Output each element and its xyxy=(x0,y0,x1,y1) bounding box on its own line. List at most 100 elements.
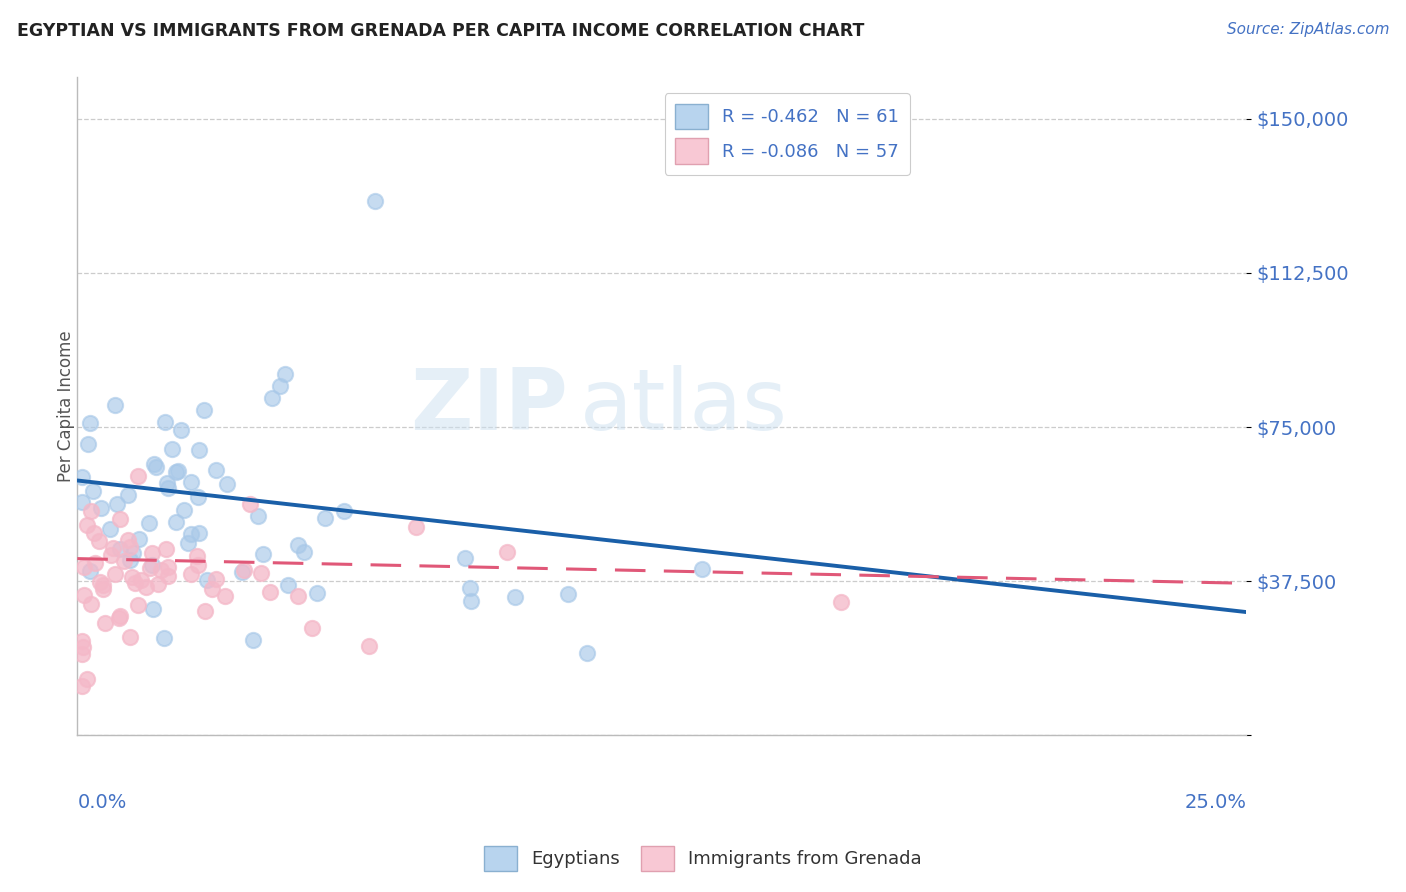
Point xyxy=(187,526,209,541)
Point xyxy=(76,518,98,533)
Point xyxy=(167,464,190,478)
Point xyxy=(101,541,124,555)
Point xyxy=(180,475,202,490)
Point xyxy=(91,582,114,596)
Point xyxy=(187,558,209,572)
Point xyxy=(77,437,100,451)
Point xyxy=(135,580,157,594)
Point xyxy=(405,520,427,534)
Text: Source: ZipAtlas.com: Source: ZipAtlas.com xyxy=(1226,22,1389,37)
Point xyxy=(186,549,208,563)
Point xyxy=(269,379,291,393)
Point xyxy=(262,391,284,405)
Point xyxy=(177,535,200,549)
Point xyxy=(79,416,101,430)
Point xyxy=(287,538,309,552)
Point xyxy=(214,589,236,603)
Point xyxy=(173,503,195,517)
Point xyxy=(193,403,215,417)
Point xyxy=(118,631,141,645)
Text: ZIP: ZIP xyxy=(411,365,568,448)
Point xyxy=(505,591,527,605)
Point xyxy=(72,640,94,654)
Point xyxy=(217,477,239,491)
Point xyxy=(187,490,209,504)
Point xyxy=(180,526,202,541)
Legend: Egyptians, Immigrants from Grenada: Egyptians, Immigrants from Grenada xyxy=(477,838,929,879)
Point xyxy=(128,532,150,546)
Text: 0.0%: 0.0% xyxy=(77,793,127,812)
Point xyxy=(305,586,328,600)
Point xyxy=(231,566,253,580)
Point xyxy=(157,481,180,495)
Point xyxy=(460,594,482,608)
Point xyxy=(458,581,481,595)
Point xyxy=(70,469,93,483)
Point xyxy=(169,423,191,437)
Point xyxy=(830,594,852,608)
Point xyxy=(301,621,323,635)
Point xyxy=(84,556,107,570)
Point xyxy=(242,633,264,648)
Point xyxy=(333,504,356,518)
Point xyxy=(70,494,93,508)
Point xyxy=(138,516,160,531)
Point xyxy=(165,515,187,529)
Point xyxy=(201,582,224,596)
Point xyxy=(122,546,145,560)
Point xyxy=(314,511,336,525)
Text: atlas: atlas xyxy=(581,365,787,448)
Point xyxy=(70,647,93,661)
Point xyxy=(70,633,93,648)
Point xyxy=(274,367,297,381)
Point xyxy=(105,497,128,511)
Point xyxy=(80,504,103,518)
Point xyxy=(142,457,165,471)
Point xyxy=(120,553,142,567)
Point xyxy=(160,442,183,456)
Point xyxy=(93,578,115,592)
Point xyxy=(129,573,152,587)
Point xyxy=(141,558,163,573)
Point xyxy=(148,576,170,591)
Point xyxy=(94,615,117,630)
Point xyxy=(90,500,112,515)
Point xyxy=(121,570,143,584)
Point xyxy=(108,512,131,526)
Point xyxy=(104,398,127,412)
Point xyxy=(205,573,228,587)
Point xyxy=(156,569,179,583)
Point xyxy=(187,443,209,458)
Point xyxy=(79,564,101,578)
Text: EGYPTIAN VS IMMIGRANTS FROM GRENADA PER CAPITA INCOME CORRELATION CHART: EGYPTIAN VS IMMIGRANTS FROM GRENADA PER … xyxy=(17,22,865,40)
Point xyxy=(249,566,271,581)
Point xyxy=(83,526,105,541)
Point xyxy=(127,469,149,483)
Point xyxy=(87,533,110,548)
Point xyxy=(197,573,219,587)
Point xyxy=(124,576,146,591)
Point xyxy=(495,545,517,559)
Point xyxy=(149,563,172,577)
Point xyxy=(252,547,274,561)
Point xyxy=(104,567,127,582)
Point xyxy=(108,611,131,625)
Point xyxy=(156,475,179,490)
Point xyxy=(127,598,149,612)
Point xyxy=(142,602,165,616)
Point xyxy=(153,631,176,645)
Point xyxy=(141,545,163,559)
Point xyxy=(98,522,121,536)
Point xyxy=(277,578,299,592)
Point xyxy=(70,679,93,693)
Point xyxy=(76,672,98,686)
Point xyxy=(82,484,104,499)
Text: 25.0%: 25.0% xyxy=(1184,793,1247,812)
Point xyxy=(139,561,162,575)
Point xyxy=(180,567,202,582)
Point xyxy=(100,549,122,563)
Point xyxy=(454,551,477,566)
Point xyxy=(294,545,316,559)
Point xyxy=(557,587,579,601)
Point xyxy=(156,560,179,574)
